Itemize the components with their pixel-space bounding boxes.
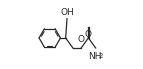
Text: 2: 2	[99, 53, 103, 59]
Text: NH: NH	[88, 52, 102, 61]
Text: O: O	[78, 35, 85, 44]
Text: OH: OH	[60, 8, 74, 17]
Text: O: O	[85, 30, 92, 39]
